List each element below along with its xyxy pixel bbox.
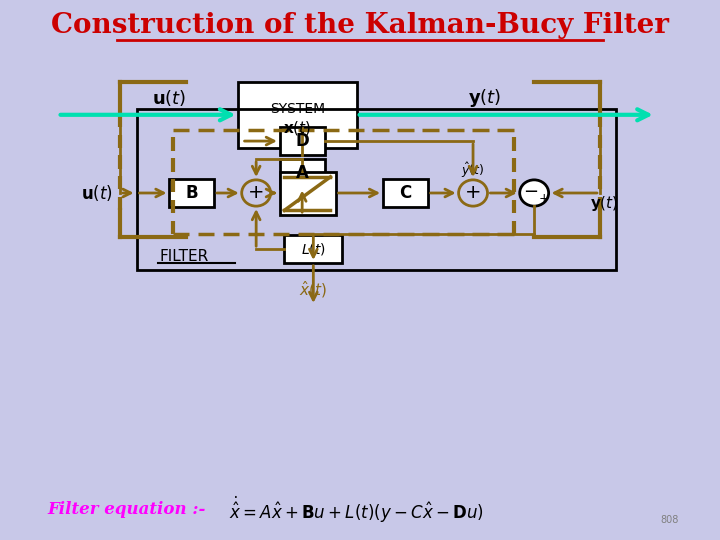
Text: $\mathbf{x}(t)$: $\mathbf{x}(t)$ [284,119,312,137]
Text: C: C [399,184,411,202]
Text: +: + [465,184,481,202]
Text: $L(t)$: $L(t)$ [301,241,325,257]
FancyBboxPatch shape [280,172,336,215]
FancyBboxPatch shape [284,235,342,263]
Text: SYSTEM: SYSTEM [270,102,325,116]
Text: $\hat{x}(t)$: $\hat{x}(t)$ [300,279,328,300]
Text: Construction of the Kalman-Bucy Filter: Construction of the Kalman-Bucy Filter [51,12,669,39]
FancyBboxPatch shape [280,159,325,187]
Text: $\mathbf{y}(t)$: $\mathbf{y}(t)$ [468,87,502,109]
Text: +: + [539,192,549,205]
FancyBboxPatch shape [169,179,214,207]
Text: 808: 808 [660,515,679,524]
Text: $\mathbf{y}(t)$: $\mathbf{y}(t)$ [590,194,618,213]
Text: −: − [523,183,538,201]
Text: $\dot{\hat{x}} = A\hat{x} + \mathbf{B}u + L(t)(y - C\hat{x} - \mathbf{D}u)$: $\dot{\hat{x}} = A\hat{x} + \mathbf{B}u … [228,495,483,525]
Text: A: A [296,164,309,183]
Text: B: B [186,184,198,202]
Text: +: + [248,184,264,202]
Text: $\hat{y}(t)$: $\hat{y}(t)$ [462,161,485,180]
FancyBboxPatch shape [383,179,428,207]
Text: FILTER: FILTER [160,249,209,265]
Text: D: D [295,132,309,150]
Text: Filter equation :-: Filter equation :- [48,502,212,518]
Text: $\mathbf{u}(t)$: $\mathbf{u}(t)$ [152,88,186,108]
FancyBboxPatch shape [280,127,325,156]
Text: $\mathbf{u}(t)$: $\mathbf{u}(t)$ [81,183,113,203]
FancyBboxPatch shape [238,82,356,147]
Circle shape [520,180,549,206]
